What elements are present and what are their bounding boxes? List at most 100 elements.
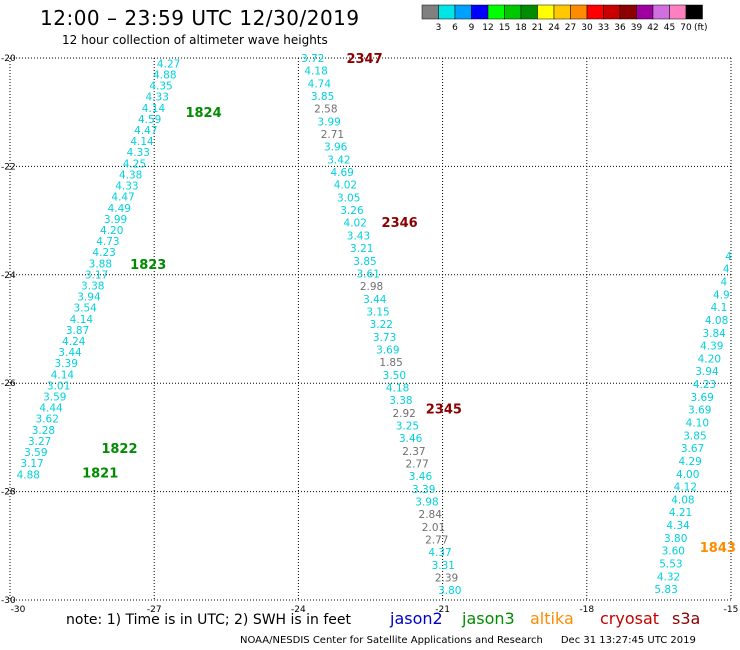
wave-height-value: 3.88 [89,258,112,270]
wave-height-value: 4.74 [308,78,332,90]
y-tick-label: -28 [1,488,16,498]
wave-height-value: 5.83 [654,584,677,596]
colorbar-swatch [504,4,522,20]
colorbar-swatch [520,4,538,20]
pass-number-label: 2346 [382,216,418,231]
wave-height-value: 3.21 [350,243,373,255]
wave-height-value: 3.94 [77,292,101,304]
wave-height-value: 3.72 [301,53,324,65]
wave-height-value: 4.14 [51,369,75,381]
wave-height-value: 4.73 [96,236,119,248]
wave-height-value: 4.21 [669,507,692,519]
colorbar-label: 39 [631,23,643,33]
colorbar-label: 18 [515,23,527,33]
axis-ticks: -30 -27 -24 -21 -18 -15 -20 -22 -24 -26 -28 -30 [1,54,738,615]
wave-height-value: 2.84 [419,509,443,521]
track-labels: 1824 1823 1822 1821 2347 2346 2345 1843 [82,52,736,556]
wave-height-value: 3.31 [432,560,455,572]
x-tick-label: -27 [147,605,162,615]
wave-height-value: 3.44 [58,347,82,359]
wave-height-value: 4.00 [676,469,699,481]
colorbar-swatch [421,4,439,20]
wave-height-value: 4.20 [698,353,721,365]
wave-height-value: 3.69 [688,405,711,417]
wave-height-value: 4.20 [100,225,123,237]
x-tick-label: -30 [11,605,26,615]
wave-height-value: 4 [723,264,730,276]
wave-height-value: 4.24 [62,336,86,348]
wave-height-value: 4.35 [149,81,172,93]
y-tick-label: -24 [1,271,16,281]
wave-height-value: 3.59 [43,392,66,404]
x-tick-label: -18 [579,605,594,615]
wave-height-value: 3.05 [337,192,360,204]
wave-height-value: 4.14 [70,314,94,326]
wave-height-value: 3.50 [383,370,406,382]
wave-height-value: 4.33 [146,92,169,104]
satellite-legend-altika: altika [530,609,574,628]
wave-height-value: 3.61 [357,268,380,280]
colorbar-label: 30 [581,23,593,33]
wave-height-value: 4.02 [344,218,367,230]
wave-height-value: 4.39 [700,341,723,353]
grid-lines [9,57,732,601]
colorbar-swatch [685,4,703,20]
credit-text: NOAA/NESDIS Center for Satellite Applica… [240,635,543,646]
wave-height-value: 2.98 [360,281,383,293]
x-tick-label: -21 [435,605,450,615]
y-tick-label: -22 [1,162,16,172]
satellite-legend-cryosat: cryosat [600,609,660,628]
colorbar-label: 24 [548,23,560,33]
wave-height-value: 4.32 [657,571,680,583]
wave-height-value: 4.47 [134,125,157,137]
colorbar-swatch [487,4,505,20]
colorbar-swatch [669,4,687,20]
wave-height-value: 4.1 [711,302,728,314]
pass-number-label: 1822 [101,442,137,457]
wave-height-value: 4.25 [123,158,146,170]
wave-height-value: 4 [720,276,727,288]
wave-height-value: 2.01 [422,522,445,534]
wave-height-value: 3.22 [370,319,393,331]
satellite-legend-jason3: jason3 [462,609,515,628]
wave-height-value: 4.18 [386,382,409,394]
colorbar-swatch [438,4,456,20]
wave-height-value: 3.85 [683,430,706,442]
wave-height-value: 3.96 [324,142,348,154]
wave-height-value: 3.15 [366,306,389,318]
chart-subtitle: 12 hour collection of altimeter wave hei… [62,33,328,47]
colorbar-label: 12 [482,23,493,33]
wave-height-value: 3.87 [66,325,89,337]
wave-height-value: 4.27 [157,58,180,70]
satellite-legend-jason2: jason2 [390,609,443,628]
wave-height-value: 2.58 [314,104,337,116]
colorbar-swatch [652,4,670,20]
colorbar-label: 21 [532,23,543,33]
wave-height-value: 4.14 [130,136,154,148]
wave-height-value: 3.54 [73,303,97,315]
wave-height-value: 3.26 [340,205,364,217]
colorbar-label: 15 [499,23,510,33]
wave-height-value: 4.9 [713,289,730,301]
wave-height-value: 4.69 [330,167,353,179]
wave-height-value: 3.94 [695,366,719,378]
pass-number-label: 2347 [346,52,382,67]
wave-height-value: 4.29 [678,456,701,468]
wave-height-value: 4.08 [705,315,728,327]
wave-height-value: 4.38 [119,169,142,181]
wave-height-value: 3.69 [376,344,399,356]
colorbar-swatch [553,4,571,20]
wave-height-value: 2.77 [425,535,448,547]
wave-height-value: 4.88 [17,469,40,481]
wave-height-value: 4.33 [115,181,138,193]
wave-height-value: 3.38 [389,395,412,407]
wave-height-value: 3.17 [20,458,43,470]
wave-height-value: 3.62 [36,414,59,426]
wave-height-value: 4.37 [428,547,451,559]
wave-height-value: 3.44 [363,294,387,306]
wave-height-value: 4.14 [142,103,166,115]
wave-height-value: 4.02 [334,180,357,192]
wave-height-value: 4 [725,251,732,263]
pass-number-label: 2345 [426,403,462,418]
